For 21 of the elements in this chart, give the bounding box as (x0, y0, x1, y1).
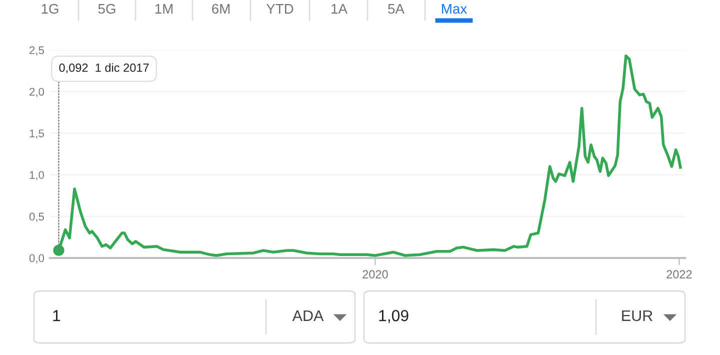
y-tick-label: 2,5 (30, 46, 44, 56)
x-tick-label: 2022 (666, 270, 692, 278)
text: 5A (388, 4, 404, 14)
y-tick-label: 0,0 (29, 254, 44, 264)
annotation: 0,092 1 dic 2017 (59, 63, 149, 74)
text: 1A (332, 4, 348, 14)
text: 1 (53, 310, 60, 322)
text: YTD (266, 4, 294, 14)
text: ADA (292, 310, 324, 321)
text: Max (442, 4, 467, 14)
y-tick-label: 0,5 (29, 212, 44, 222)
y-tick-label: 2,0 (30, 88, 44, 98)
text: 1M (155, 4, 173, 14)
y-tick-label: 1,5 (30, 130, 44, 139)
text: 1G (42, 4, 58, 14)
text: 1,09 (379, 310, 408, 324)
text: 5G (98, 4, 116, 14)
y-tick-label: 1,0 (30, 171, 44, 180)
text: 6M (212, 4, 230, 14)
x-tick-label: 2020 (362, 270, 388, 278)
text: EUR (622, 310, 652, 322)
